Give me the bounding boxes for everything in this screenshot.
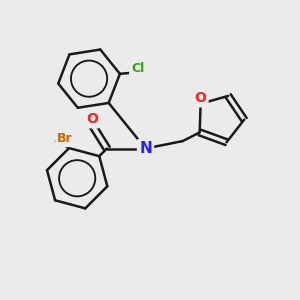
Text: Br: Br <box>57 132 73 145</box>
Text: O: O <box>86 112 98 126</box>
Text: O: O <box>195 92 207 105</box>
Text: Cl: Cl <box>131 62 144 75</box>
Text: N: N <box>139 141 152 156</box>
